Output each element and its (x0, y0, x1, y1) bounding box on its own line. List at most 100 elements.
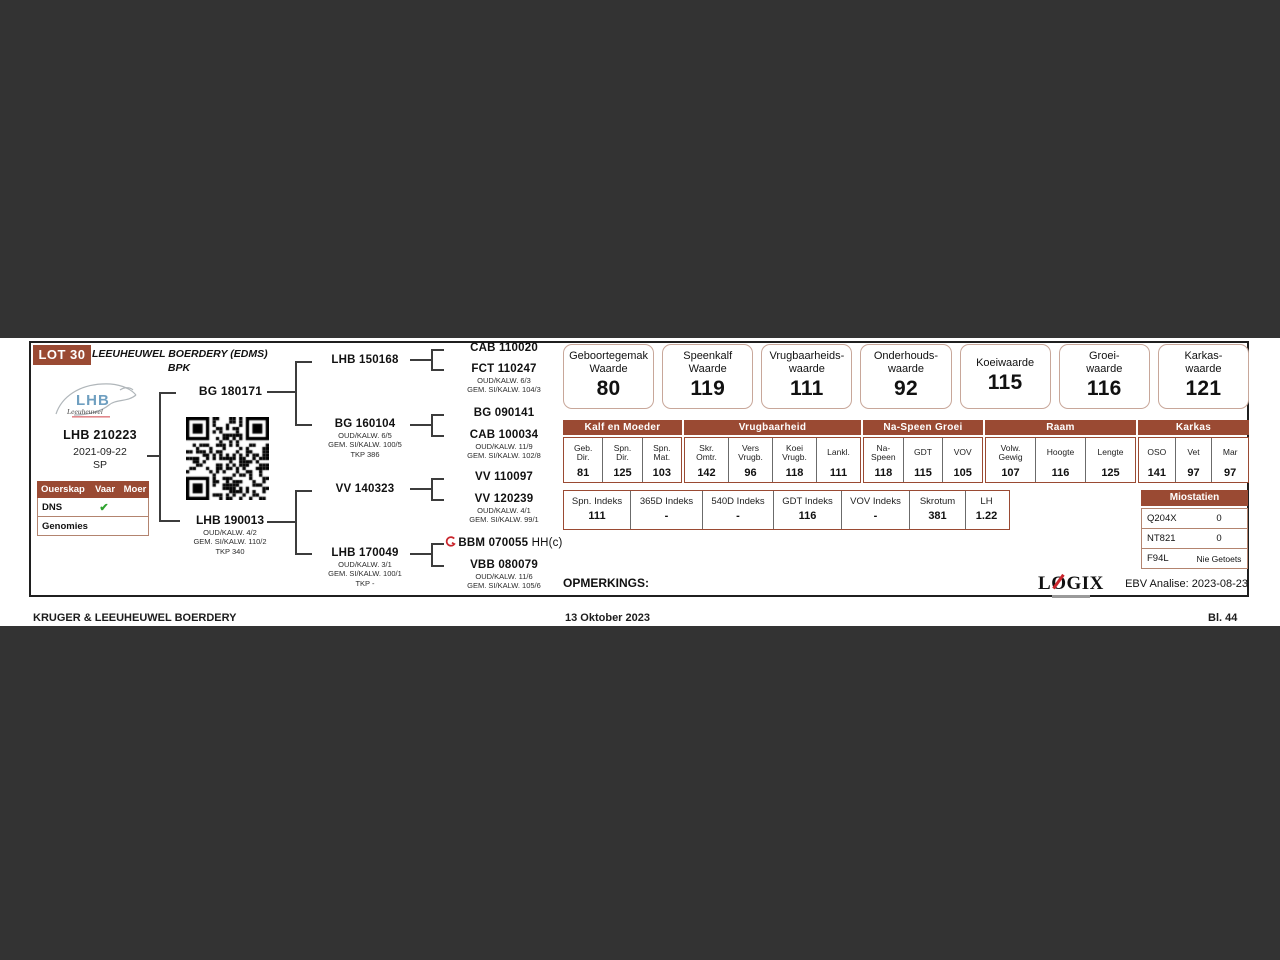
stats-cell: Volw. Gewig 107 (986, 438, 1035, 482)
ouerskap-row-label: Genomies (42, 520, 88, 532)
animal-stats: OUD/KALW. 6/5 GEM. SI/KALW. 100/5 TKP 386 (328, 431, 402, 459)
stats-group: Raam Volw. Gewig 107 Hoogte 116 Lengte 125 (985, 420, 1136, 483)
pedigree-connector (432, 369, 444, 371)
pedigree-connector (432, 543, 444, 545)
pedigree-connector (431, 478, 433, 501)
pedigree-node: VBB 080079 OUD/KALW. 11/6 GEM. SI/KALW. 10… (445, 559, 563, 591)
index-cell-value: 1.22 (975, 510, 998, 522)
stats-group-header: Raam (985, 420, 1136, 435)
pedigree-connector (431, 543, 433, 567)
stats-cell-header: Na- Speen (871, 442, 896, 462)
pedigree-connector (267, 391, 296, 393)
ebv-value-box: Onderhouds-waarde 92 (860, 344, 952, 409)
ebv-value-box: Groei-waarde 116 (1058, 344, 1150, 409)
stats-group-header: Karkas (1138, 420, 1249, 435)
miostatien-header: Miostatien (1141, 490, 1248, 506)
ebv-value-box: Geboortegemak Waarde 80 (563, 344, 655, 409)
pedigree-connector (432, 349, 444, 351)
footer-date: 13 Oktober 2023 (565, 612, 650, 624)
ouerskap-header-moer: Moer (123, 484, 147, 495)
pedigree-node: VV 120239 OUD/KALW. 4/1 GEM. SI/KALW. 99/1 (445, 493, 563, 525)
red-brand-icon (446, 536, 457, 547)
stats-cell-header: Skr. Omtr. (696, 442, 717, 462)
stats-cell-value: 118 (874, 467, 893, 479)
value-box-title: Koeiwaarde (976, 357, 1035, 369)
stats-cell-value: 118 (785, 467, 804, 479)
stats-cell-header: GDT (914, 447, 932, 458)
dam-id: LHB 190013 (195, 513, 265, 527)
pedigree-connector (410, 359, 432, 361)
value-box-title: Vrugbaarheids-waarde (769, 350, 845, 375)
stats-cell: Spn. Mat. 103 (641, 438, 681, 482)
footer-page-number: Bl. 44 (1208, 612, 1238, 624)
value-box-title: Geboortegemak Waarde (569, 350, 649, 375)
stats-group-header: Na-Speen Groei (863, 420, 983, 435)
animal-id: VV 110097 (474, 471, 534, 483)
ebv-analise-date: EBV Analise: 2023-08-23 (1125, 578, 1248, 590)
animal-id: CAB 100034 (469, 429, 539, 441)
pedigree-connector (432, 478, 444, 480)
pedigree-connector (295, 490, 297, 555)
stats-cell-value: 103 (652, 467, 671, 479)
value-box-title: Speenkalf Waarde (683, 350, 733, 375)
stats-cell: VOV 105 (942, 438, 982, 482)
pedigree-node: VV 140323 (310, 483, 420, 495)
stats-cell-header: VOV (953, 447, 972, 458)
index-cell-value: 111 (588, 510, 606, 522)
stats-cell: Lankl. 111 (816, 438, 860, 482)
ouerskap-header-vaar: Vaar (94, 484, 116, 495)
stats-group: Vrugbaarheid Skr. Omtr. 142 Vers Vrugb. 96 Koei… (684, 420, 861, 483)
value-box-value: 115 (987, 371, 1023, 394)
pedigree-node: LHB 150168 (310, 354, 420, 366)
pedigree-connector (159, 392, 161, 522)
logix-logo: LOGIX (1038, 573, 1104, 598)
stats-cell-value: 141 (1147, 467, 1167, 479)
birth-date: 2021-09-22 (73, 446, 127, 458)
stats-cell: Vers Vrugb. 96 (728, 438, 772, 482)
stats-cell-header: Vers Vrugb. (738, 442, 763, 462)
top-letterbox-band (0, 0, 1280, 338)
pedigree-connector (147, 455, 160, 457)
pedigree-connector (296, 553, 312, 555)
opmerkings-label: OPMERKINGS: (563, 576, 650, 590)
stats-cell-value: 105 (953, 467, 972, 479)
index-cell-label: VOV Indeks (850, 496, 901, 507)
logix-tagline (1052, 595, 1090, 598)
stats-cell: Hoogte 116 (1035, 438, 1085, 482)
index-cell: LH 1.22 (965, 491, 1007, 529)
pedigree-node: VV 110097 (445, 471, 563, 483)
animal-id: BBM 070055 HH(c) (438, 536, 570, 549)
index-cell: Spn. Indeks 111 (564, 491, 630, 529)
breeder-name-line1: LEEUHEUWEL BOERDERY (EDMS) (92, 348, 268, 360)
index-cell-label: 365D Indeks (639, 496, 694, 507)
miostatien-gene: NT821 (1147, 533, 1176, 544)
pedigree-connector (296, 424, 312, 426)
stats-group: Karkas OSO 141 Vet 97 Mar 97 (1138, 420, 1249, 483)
stats-cell-header: OSO (1147, 447, 1167, 458)
pedigree-node: CAB 100034 OUD/KALW. 11/9 GEM. SI/KALW. 10… (445, 429, 563, 461)
miostatien-result: 0 (1216, 533, 1222, 544)
ouerskap-row: DNS ✔ (37, 498, 149, 517)
miostatien-result: 0 (1216, 513, 1222, 524)
index-cell: 540D Indeks - (702, 491, 773, 529)
pedigree-connector (410, 553, 432, 555)
stats-group-header: Kalf en Moeder (563, 420, 682, 435)
pedigree-node: LHB 170049 OUD/KALW. 3/1 GEM. SI/KALW. 100… (310, 547, 420, 588)
pedigree-connector (431, 414, 433, 437)
stats-cell-value: 111 (829, 467, 848, 479)
pedigree-node: FCT 110247 OUD/KALW. 6/3 GEM. SI/KALW. 104… (445, 363, 563, 395)
animal-id: VBB 080079 (470, 559, 538, 571)
index-cell-label: Spn. Indeks (571, 496, 623, 507)
value-box-value: 92 (894, 377, 918, 400)
stats-group: Kalf en Moeder Geb. Dir. 81 Spn. Dir. 125 Spn. M… (563, 420, 682, 483)
miostatien-table: Miostatien Q204X 0 NT821 0 F94L Nie Getoets (1141, 490, 1248, 569)
stats-group-cells: OSO 141 Vet 97 Mar 97 (1138, 437, 1249, 483)
pedigree-connector (432, 499, 444, 501)
index-cell-value: 381 (928, 510, 947, 522)
pedigree-connector (432, 565, 444, 567)
stats-group-cells: Geb. Dir. 81 Spn. Dir. 125 Spn. Mat. 103 (563, 437, 682, 483)
lot-badge: LOT 30 (33, 345, 91, 365)
index-cell-value: 116 (798, 510, 817, 522)
ebv-value-box: Karkas-waarde 121 (1157, 344, 1249, 409)
